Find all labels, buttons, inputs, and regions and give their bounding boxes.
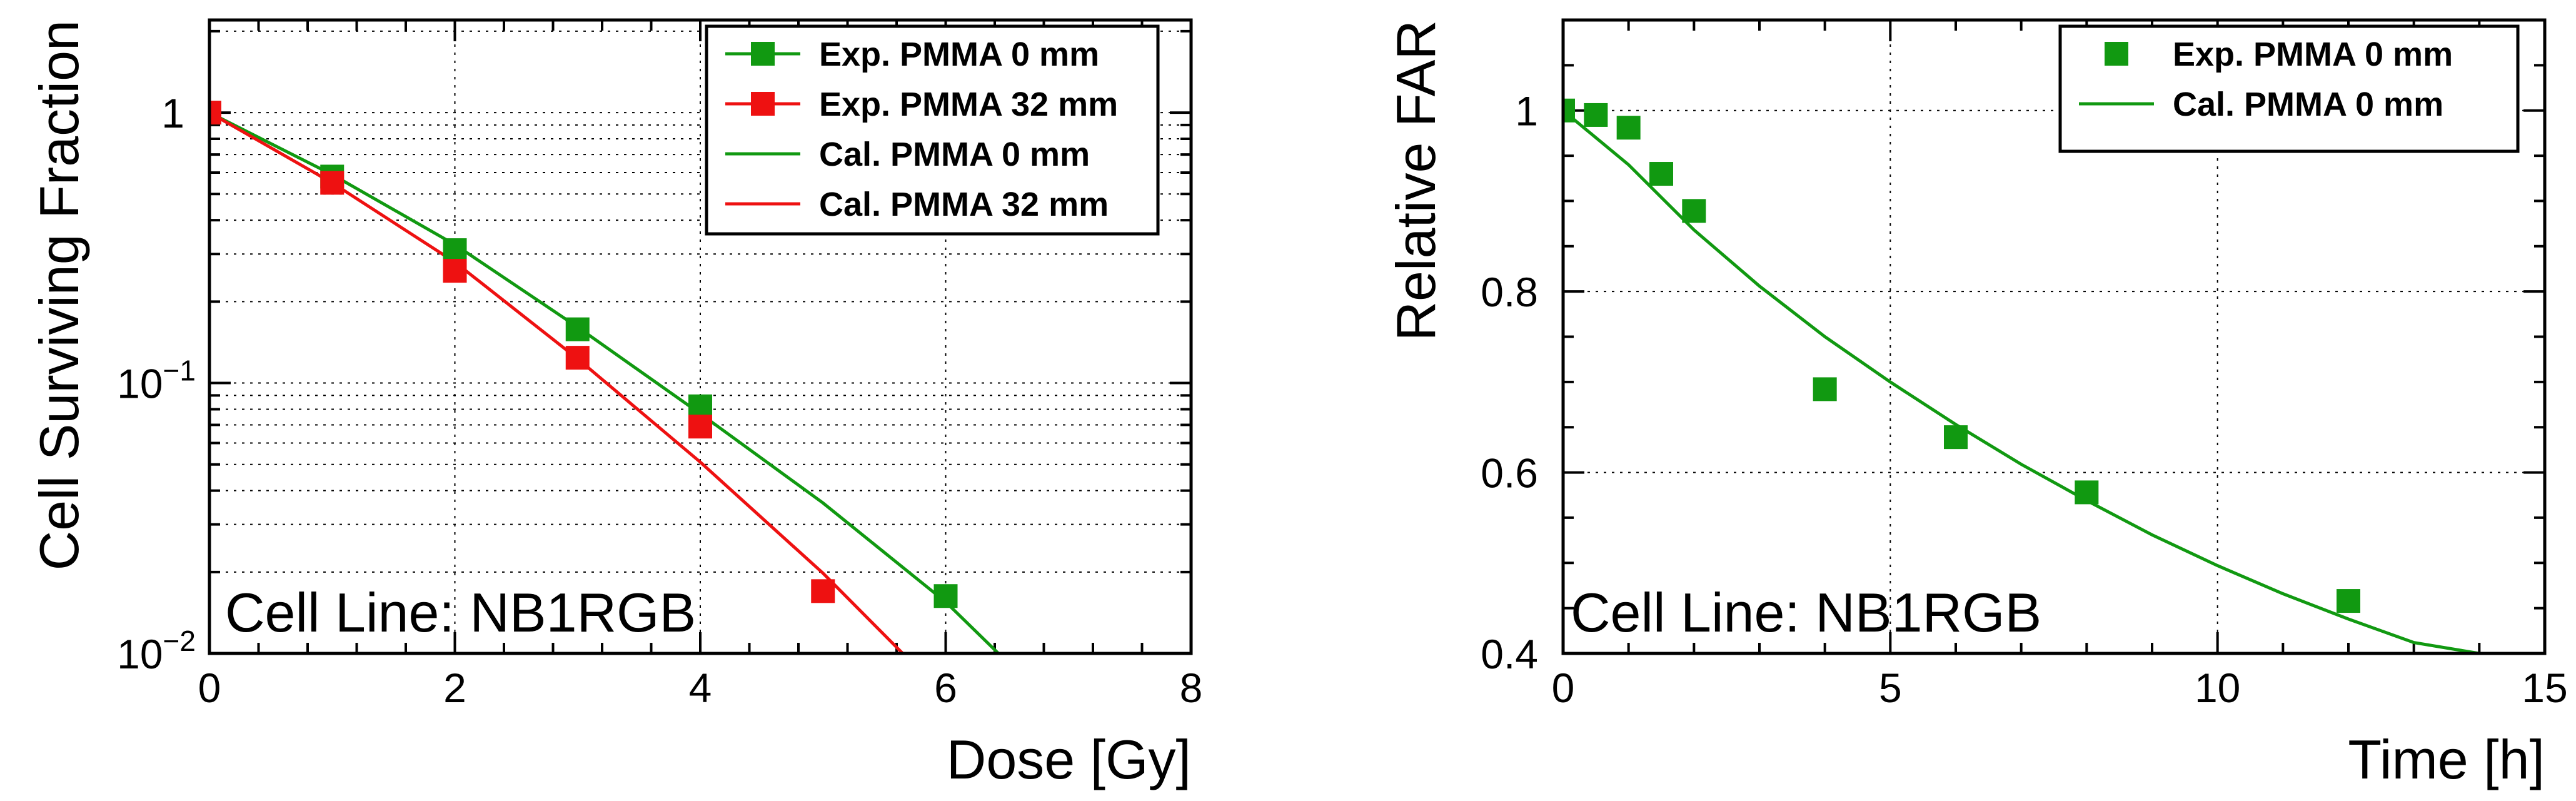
grid [1563,20,2545,653]
x-tick-label: 15 [2522,665,2567,711]
data-point [1682,199,1706,223]
legend-label: Cal. PMMA 0 mm [819,136,1090,173]
cell-line-annotation: Cell Line: NB1RGB [1571,582,2041,643]
data-point [811,579,835,603]
data-point [2337,589,2360,613]
y-tick-label: 0.8 [1481,269,1538,315]
x-tick-label: 0 [1552,665,1575,711]
y-tick-label: 0.4 [1481,631,1538,677]
data-point [320,171,345,195]
x-tick-label: 4 [689,665,712,711]
data-point [565,346,590,370]
data-point [1813,377,1837,401]
legend-label: Exp. PMMA 0 mm [2173,36,2453,73]
y-tick-label: 0.6 [1481,450,1538,496]
y-tick-label: 10−2 [117,625,196,677]
cell-line-annotation: Cell Line: NB1RGB [225,582,696,643]
legend-box [2058,24,2520,153]
data-point [1563,98,1575,123]
data-point [688,415,712,439]
data-point [933,584,958,608]
data-point [209,101,221,125]
x-axis-title: Time [h] [2348,728,2545,790]
legend-label: Exp. PMMA 0 mm [819,36,1099,73]
data-point [565,317,590,341]
legend-box [705,24,1160,236]
data-point [443,259,467,283]
data-point [1616,116,1641,140]
plot-area [1563,98,2480,653]
legend-label: Cal. PMMA 0 mm [2173,86,2443,123]
legend-marker-swatch [751,92,775,116]
x-axis-title: Dose [Gy] [947,728,1191,790]
legend: Exp. PMMA 0 mm Cal. PMMA 0 mm [2058,24,2520,153]
x-tick-label: 5 [1879,665,1902,711]
plot-frame [1561,18,2547,655]
legend: Exp. PMMA 0 mm Exp. PMMA 32 mm Cal. PMMA 0… [705,24,1160,236]
x-tick-label: 6 [934,665,957,711]
data-point [1944,425,1968,450]
y-tick-label: 10−1 [117,355,196,407]
x-tick-label: 0 [198,665,221,711]
data-point [1584,103,1608,127]
x-tick-label: 2 [443,665,466,711]
plot-frame [208,18,1193,655]
chart-2: 0 5 10 15 1 0.8 0.6 0.4 Time [h] Relative FAR Cell… [1385,18,2568,790]
legend-label: Cal. PMMA 32 mm [819,186,1109,223]
plot-area [209,101,1000,653]
x-tick-label: 8 [1180,665,1203,711]
series-line-2 [1563,109,2480,653]
data-point [1649,162,1673,186]
x-tick-label: 10 [2195,665,2240,711]
legend-marker-swatch [751,42,775,66]
y-axis-title: Relative FAR [1385,20,1447,341]
data-point [688,394,712,418]
legend-marker-swatch [2105,42,2128,66]
data-point [443,238,467,263]
y-tick-label: 1 [1515,88,1538,134]
y-axis-title: Cell Surviving Fraction [28,20,90,570]
legend-label: Exp. PMMA 32 mm [819,86,1118,123]
chart-1: 0 2 4 6 8 1 10−1 10−2 Dose [Gy] Cell Surviving Fr… [28,18,1203,790]
axis-ticks [1562,19,2546,655]
grid [209,20,1191,653]
series-line-3 [209,111,1000,653]
data-point [2075,480,2099,505]
y-tick-label: 1 [161,90,184,136]
